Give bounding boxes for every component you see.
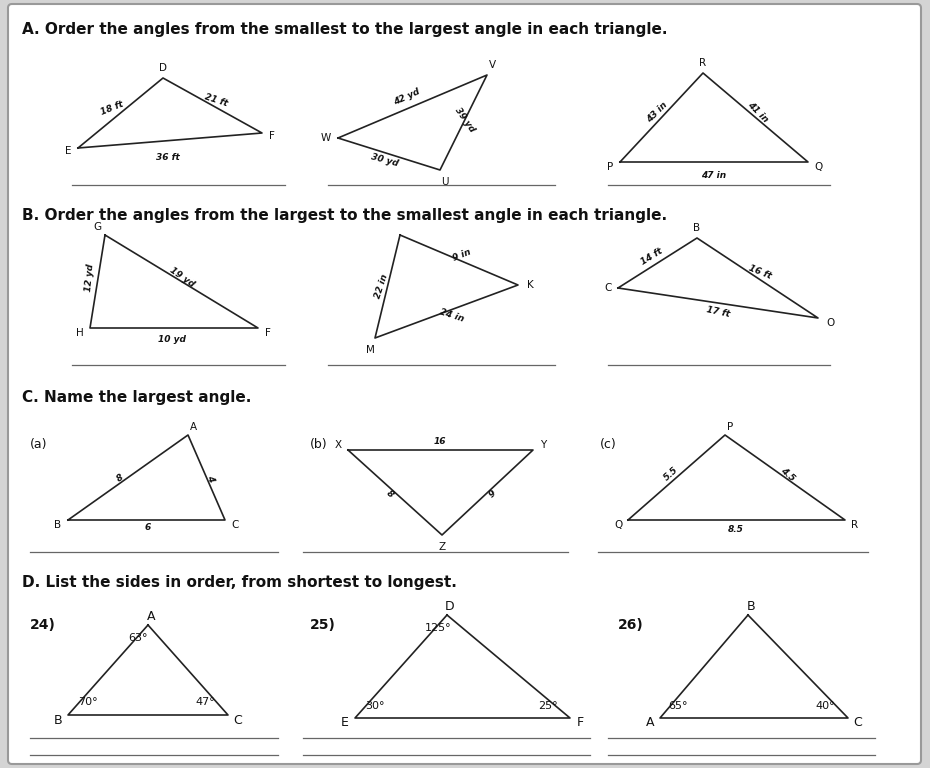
Text: 41 in: 41 in	[746, 100, 770, 124]
Text: 9 in: 9 in	[452, 247, 472, 263]
Text: 8.5: 8.5	[728, 525, 744, 535]
Text: 10 yd: 10 yd	[158, 336, 186, 345]
Text: D: D	[445, 601, 455, 614]
Text: B: B	[54, 713, 62, 727]
Text: 18 ft: 18 ft	[100, 99, 125, 117]
Text: R: R	[852, 520, 858, 530]
Text: E: E	[341, 717, 349, 730]
Text: E: E	[65, 146, 72, 156]
Text: 4: 4	[205, 474, 215, 482]
Text: X: X	[335, 440, 341, 450]
Text: 16: 16	[433, 438, 446, 446]
Text: 43 in: 43 in	[644, 100, 669, 124]
Text: G: G	[93, 222, 101, 232]
Text: 26): 26)	[618, 618, 644, 632]
Text: F: F	[577, 717, 583, 730]
Text: 63°: 63°	[128, 633, 148, 643]
Text: 21 ft: 21 ft	[204, 92, 229, 108]
Text: P: P	[727, 422, 733, 432]
Text: C: C	[604, 283, 612, 293]
Text: 12 yd: 12 yd	[85, 263, 96, 293]
Text: C: C	[232, 520, 239, 530]
Text: 4.5: 4.5	[779, 465, 797, 482]
FancyBboxPatch shape	[8, 4, 921, 764]
Text: C: C	[233, 713, 243, 727]
Text: 8: 8	[115, 472, 125, 484]
Text: Q: Q	[614, 520, 622, 530]
Text: H: H	[76, 328, 84, 338]
Text: F: F	[265, 328, 271, 338]
Text: R: R	[699, 58, 707, 68]
Text: C: C	[854, 717, 862, 730]
Text: 16 ft: 16 ft	[748, 263, 773, 280]
Text: 47 in: 47 in	[701, 170, 726, 180]
Text: A. Order the angles from the smallest to the largest angle in each triangle.: A. Order the angles from the smallest to…	[22, 22, 668, 37]
Text: F: F	[269, 131, 275, 141]
Text: A: A	[190, 422, 196, 432]
Text: 70°: 70°	[78, 697, 98, 707]
Text: 125°: 125°	[425, 623, 451, 633]
Text: O: O	[826, 318, 834, 328]
Text: 39 yd: 39 yd	[453, 106, 477, 134]
Text: A: A	[645, 717, 654, 730]
Text: W: W	[321, 133, 331, 143]
Text: B: B	[747, 601, 755, 614]
Text: 9: 9	[486, 488, 498, 499]
Text: 25°: 25°	[538, 701, 558, 711]
Text: 24 in: 24 in	[439, 308, 465, 324]
Text: (a): (a)	[30, 438, 47, 451]
Text: V: V	[488, 60, 496, 70]
Text: P: P	[607, 162, 613, 172]
Text: Q: Q	[814, 162, 822, 172]
Text: 25): 25)	[310, 618, 336, 632]
Text: 17 ft: 17 ft	[706, 305, 731, 319]
Text: (c): (c)	[600, 438, 617, 451]
Text: 42 yd: 42 yd	[392, 87, 421, 107]
Text: Y: Y	[540, 440, 546, 450]
Text: B. Order the angles from the largest to the smallest angle in each triangle.: B. Order the angles from the largest to …	[22, 208, 667, 223]
Text: Z: Z	[438, 542, 445, 552]
Text: 24): 24)	[30, 618, 56, 632]
Text: B: B	[694, 223, 700, 233]
Text: (b): (b)	[310, 438, 327, 451]
Text: 65°: 65°	[669, 701, 688, 711]
Text: C. Name the largest angle.: C. Name the largest angle.	[22, 390, 251, 405]
Text: U: U	[441, 177, 449, 187]
Text: D: D	[159, 63, 167, 73]
Text: 5.5: 5.5	[662, 465, 680, 482]
Text: D. List the sides in order, from shortest to longest.: D. List the sides in order, from shortes…	[22, 575, 457, 590]
Text: B: B	[55, 520, 61, 530]
Text: 47°: 47°	[195, 697, 215, 707]
Text: 14 ft: 14 ft	[640, 247, 664, 267]
Text: A: A	[147, 611, 155, 624]
Text: 6: 6	[145, 524, 151, 532]
Text: 19 yd: 19 yd	[168, 265, 196, 289]
Text: 8: 8	[385, 488, 395, 499]
Text: M: M	[365, 345, 375, 355]
Text: 36 ft: 36 ft	[156, 153, 179, 161]
Text: 30 yd: 30 yd	[370, 152, 400, 168]
Text: 22 in: 22 in	[374, 273, 391, 300]
Text: 30°: 30°	[365, 701, 385, 711]
Text: K: K	[526, 280, 534, 290]
Text: 40°: 40°	[816, 701, 835, 711]
